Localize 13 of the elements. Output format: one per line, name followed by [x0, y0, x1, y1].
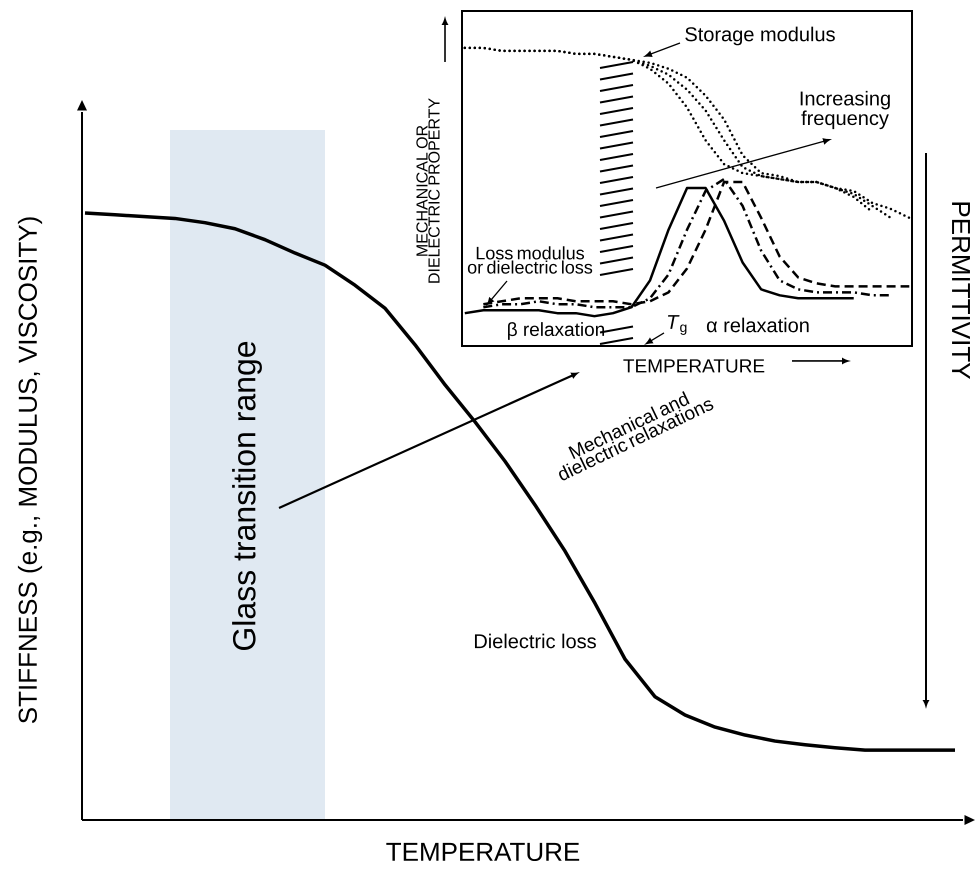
annotation: α relaxation — [706, 318, 809, 332]
y-axis-title: MECHANICAL OR DIELECTRIC PROPERTY — [416, 98, 440, 283]
annotation: T$_{g}$ — [668, 315, 686, 335]
annotation: Increasing frequency — [800, 90, 890, 130]
text: Storage modulus — [685, 26, 835, 46]
x-axis-title: TEMPERATURE — [386, 842, 580, 862]
annotation: Loss modulus or dielectric loss — [468, 246, 592, 274]
y2-axis-title: PERMITTIVITY — [952, 202, 970, 379]
x-axis-title: TEMPERATURE — [623, 359, 764, 373]
annotation: Glass transition range — [232, 342, 262, 650]
y-axis-title: STIFFNESS (e.g., MODULUS, VISCOSITY) — [18, 217, 42, 724]
annotation: Dielectric loss — [474, 634, 596, 648]
annotation: β relaxation — [508, 322, 604, 340]
